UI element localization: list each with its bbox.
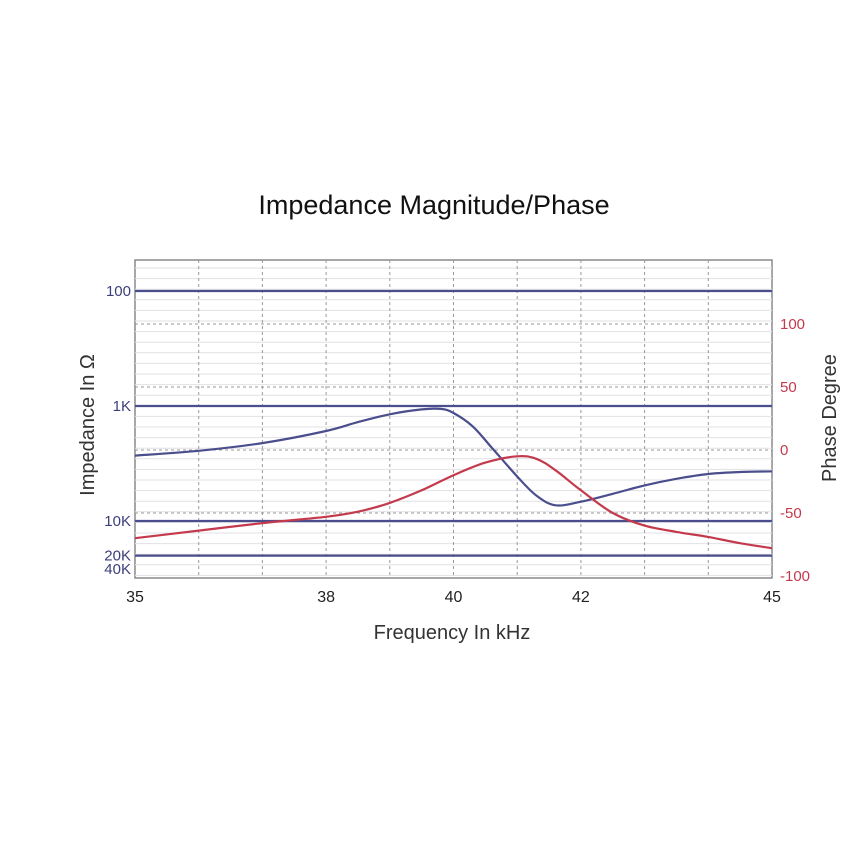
- series-layer: [134, 407, 773, 550]
- left-tick-label: 100: [106, 283, 131, 300]
- left-axis-title: Impedance In Ω: [77, 354, 99, 496]
- right-tick-label: -100: [780, 568, 810, 585]
- right-tick-label: 50: [780, 379, 797, 396]
- impedance-major-lines: [135, 289, 772, 557]
- impedance-magnitude-line: [134, 407, 773, 507]
- left-tick-label: 10K: [104, 513, 131, 530]
- x-tick-label: 42: [572, 589, 590, 606]
- x-tick-label: 45: [763, 589, 781, 606]
- x-tick-label: 38: [317, 589, 335, 606]
- right-tick-label: 0: [780, 442, 788, 459]
- left-tick-label: 40K: [104, 561, 131, 578]
- x-tick-label: 35: [126, 589, 144, 606]
- left-tick-label: 20K: [104, 548, 131, 565]
- grid-lines: [135, 260, 772, 578]
- right-tick-label: -50: [780, 505, 802, 522]
- right-tick-label: 100: [780, 316, 805, 333]
- x-tick-label: 40: [445, 589, 463, 606]
- phase-line: [134, 455, 773, 550]
- chart-title: Impedance Magnitude/Phase: [258, 190, 610, 220]
- x-axis-title: Frequency In kHz: [374, 622, 531, 644]
- left-tick-label: 1K: [113, 398, 131, 415]
- right-axis-title: Phase Degree: [819, 354, 841, 482]
